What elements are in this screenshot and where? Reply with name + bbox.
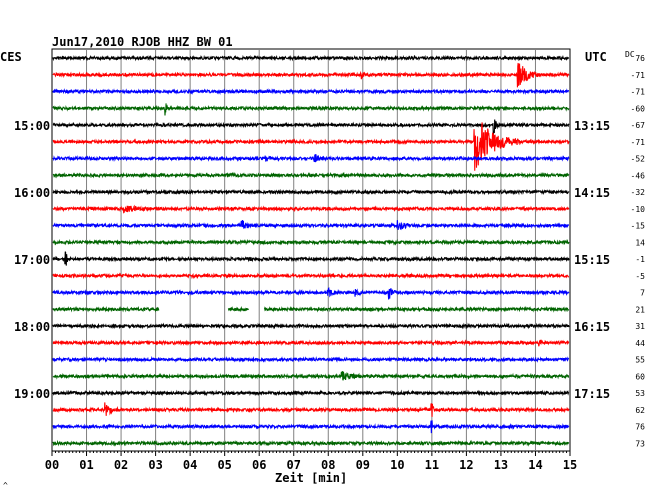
x-tick-label: 15	[563, 458, 577, 472]
dc-offset-label: -1	[635, 255, 645, 264]
dc-offset-label: 53	[635, 389, 645, 398]
dc-offset-label: -32	[631, 188, 646, 197]
trace-blue	[52, 88, 570, 96]
dc-offset-label: -52	[631, 155, 646, 164]
trace-red	[52, 402, 570, 417]
right-time-label: 16:15	[574, 320, 610, 334]
trace-red	[52, 122, 570, 171]
left-time-label: 15:00	[14, 119, 50, 133]
trace-black	[52, 251, 570, 266]
trace-green	[52, 371, 570, 381]
x-tick-label: 12	[459, 458, 473, 472]
dc-offset-label: 62	[635, 406, 645, 415]
x-tick-label: 05	[217, 458, 231, 472]
x-tick-label: 06	[252, 458, 266, 472]
right-time-label: 15:15	[574, 253, 610, 267]
grid-lines	[51, 48, 571, 452]
trace-black	[52, 188, 570, 196]
dc-offset-label: -60	[631, 104, 646, 113]
dc-offset-label: 76	[635, 423, 645, 432]
x-tick-label: 11	[425, 458, 439, 472]
dc-offset-label: 14	[635, 238, 645, 247]
dc-offset-label: -46	[631, 171, 646, 180]
x-tick-label: 03	[148, 458, 162, 472]
left-time-label: 17:00	[14, 253, 50, 267]
trace-black	[52, 119, 570, 136]
x-tick-label: 01	[79, 458, 93, 472]
traces-group	[52, 54, 570, 447]
chart-title: Jun17,2010 RJOB HHZ BW 01	[52, 35, 233, 49]
trace-red	[52, 62, 570, 88]
dc-offset-label: -10	[631, 205, 646, 214]
trace-black	[52, 54, 570, 62]
dc-offset-label: 60	[635, 372, 645, 381]
dc-label: DC	[625, 50, 635, 59]
x-axis-label: Zeit [min]	[275, 471, 347, 485]
dc-offset-label: -71	[631, 138, 646, 147]
trace-green	[52, 439, 570, 447]
left-timezone-label: CES	[0, 50, 22, 64]
x-tick-label: 10	[390, 458, 404, 472]
right-time-label: 13:15	[574, 119, 610, 133]
dc-offset-label: -5	[635, 272, 645, 281]
time-labels: 15:00 16:00 17:00 18:00 19:00 13:15 14:15 15:15…	[14, 54, 645, 448]
dc-offset-label: 55	[635, 356, 645, 365]
trace-red	[52, 272, 569, 280]
left-time-label: 19:00	[14, 387, 50, 401]
trace-blue	[52, 154, 570, 163]
dc-offset-label: 31	[635, 322, 645, 331]
right-timezone-label: UTC	[585, 50, 607, 64]
trace-black	[52, 322, 570, 330]
x-tick-label: 07	[287, 458, 301, 472]
trace-red	[52, 339, 570, 347]
trace-blue	[52, 420, 570, 434]
dc-offset-label: 7	[640, 289, 645, 298]
dc-offset-label: -15	[631, 222, 646, 231]
trace-green	[52, 305, 570, 313]
trace-blue	[52, 355, 570, 364]
dc-offset-label: 73	[635, 439, 645, 448]
corner-mark: ^	[3, 481, 8, 490]
x-tick-label: 00	[45, 458, 59, 472]
dc-offset-label: -71	[631, 88, 646, 97]
right-time-label: 17:15	[574, 387, 610, 401]
left-time-label: 18:00	[14, 320, 50, 334]
trace-blue	[52, 219, 570, 231]
x-tick-label: 02	[114, 458, 128, 472]
x-tick-label: 09	[356, 458, 370, 472]
trace-green	[52, 171, 570, 179]
dc-offset-label: -71	[631, 71, 646, 80]
trace-green	[52, 103, 570, 116]
dc-offset-label: 76	[635, 54, 645, 63]
dc-offset-label: 44	[635, 339, 645, 348]
x-tick-label: 14	[528, 458, 542, 472]
x-tick-label: 04	[183, 458, 197, 472]
dc-offset-label: 21	[635, 305, 645, 314]
dc-offset-label: -67	[631, 121, 646, 130]
right-time-label: 14:15	[574, 186, 610, 200]
x-tick-label: 08	[321, 458, 335, 472]
trace-green	[52, 238, 570, 246]
x-axis: 00 01 02 03 04 05 06 07 08 09 10 11 12 13 14 15	[45, 451, 577, 472]
trace-black	[52, 389, 570, 397]
trace-blue	[52, 287, 570, 300]
left-time-label: 16:00	[14, 186, 50, 200]
x-tick-label: 13	[494, 458, 508, 472]
trace-red	[52, 204, 570, 214]
